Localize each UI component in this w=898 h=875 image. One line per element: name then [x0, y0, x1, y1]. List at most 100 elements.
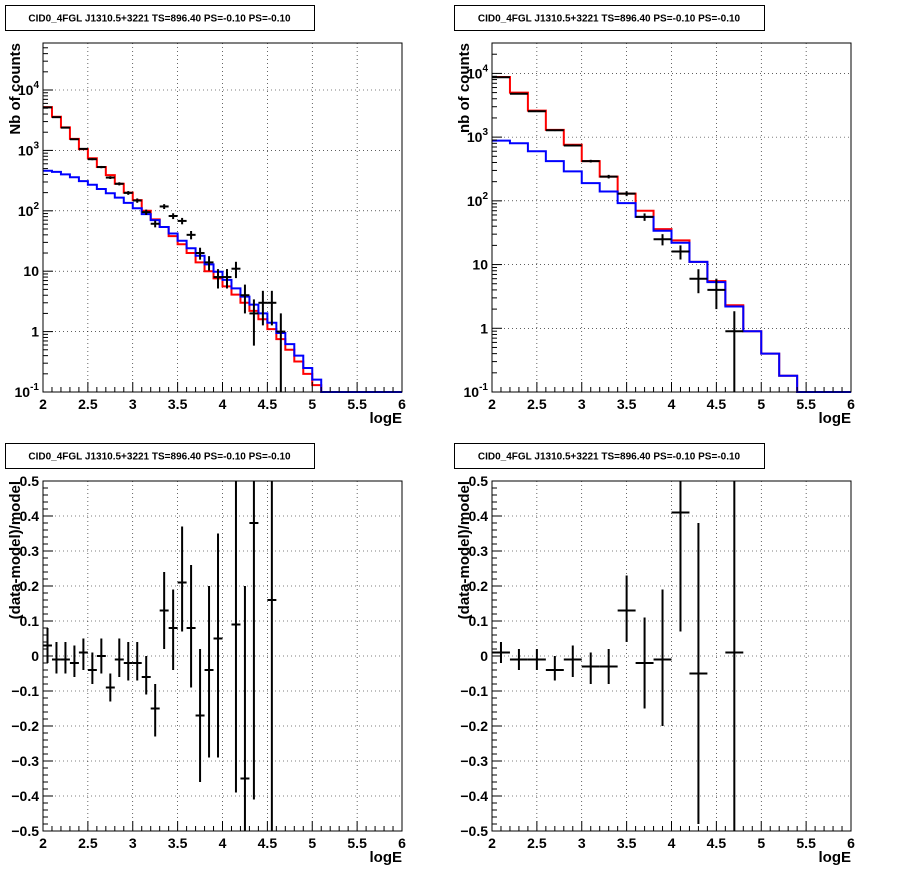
y-tick-label: 10: [23, 263, 39, 279]
x-tick-label: 3: [129, 835, 137, 851]
data-point: [581, 652, 600, 684]
data-point: [195, 247, 205, 260]
y-tick-base: 10: [467, 129, 483, 145]
y-tick-label: −0.2: [460, 718, 488, 734]
x-tick-label: 4.5: [707, 835, 727, 851]
data-point: [635, 617, 654, 709]
y-tick-label: −0.3: [460, 753, 488, 769]
data-point: [186, 230, 196, 240]
y-tick-exponent: 2: [482, 191, 488, 202]
data-points: [492, 481, 744, 831]
y-tick-exponent: -1: [30, 382, 39, 393]
y-tick-base: 10: [467, 65, 483, 81]
x-tick-label: 4: [668, 835, 676, 851]
data-point: [186, 565, 196, 688]
y-tick-base: 10: [18, 142, 34, 158]
x-tick-label: 5.5: [347, 396, 367, 412]
data-point: [105, 673, 115, 702]
x-tick-label: 3.5: [617, 396, 637, 412]
chart-title-box: CID0_4FGL J1310.5+3221 TS=896.40 PS=-0.1…: [5, 5, 315, 31]
y-tick-exponent: 3: [33, 140, 39, 151]
data-point: [204, 256, 214, 271]
data-point: [671, 481, 690, 632]
y-tick-label: 1: [31, 324, 39, 340]
data-point: [105, 176, 115, 179]
x-tick-label: 2: [39, 396, 47, 412]
data-point: [123, 191, 133, 195]
y-tick-label: −0.1: [460, 683, 488, 699]
x-axis-label: logE: [819, 410, 852, 427]
data-point: [689, 269, 708, 294]
data-point: [150, 684, 160, 737]
x-tick-label: 4: [219, 835, 227, 851]
data-point: [96, 165, 106, 169]
data-point: [599, 649, 618, 684]
x-tick-label: 5.5: [796, 396, 816, 412]
x-tick-label: 2: [39, 835, 47, 851]
data-point: [159, 572, 169, 649]
data-point: [492, 642, 510, 663]
data-point: [617, 191, 636, 197]
y-tick-base: 10: [18, 203, 34, 219]
data-point: [141, 656, 151, 695]
x-tick-label: 3: [578, 396, 586, 412]
data-point: [69, 645, 79, 677]
data-point: [60, 126, 70, 129]
data-point: [671, 245, 690, 260]
x-tick-label: 6: [847, 396, 855, 412]
y-tick-label: 0.2: [469, 578, 489, 594]
data-point: [51, 642, 61, 674]
data-point: [509, 92, 528, 95]
series-blue-histogram: [492, 139, 851, 393]
x-tick-label: 3.5: [168, 835, 188, 851]
x-tick-label: 4.5: [258, 835, 278, 851]
data-point: [689, 523, 708, 824]
data-point: [231, 481, 241, 793]
x-tick-label: 6: [398, 835, 406, 851]
y-axis-label: nb of counts: [456, 43, 473, 133]
data-point: [213, 533, 223, 758]
data-point: [177, 526, 187, 632]
x-axis-ticks: 2 2.5 3 3.5 4 4.5 5 5.5 6: [488, 821, 855, 851]
x-tick-label: 4.5: [707, 396, 727, 412]
data-point: [240, 284, 250, 314]
data-point: [78, 638, 88, 670]
y-tick-base: 10: [15, 384, 31, 400]
chart-title-box: CID0_4FGL J1310.5+3221 TS=896.40 PS=-0.1…: [5, 443, 315, 469]
chart-title: CID0_4FGL J1310.5+3221 TS=896.40 PS=-0.1…: [28, 452, 291, 463]
x-axis-label: logE: [819, 849, 852, 866]
data-point: [213, 269, 223, 289]
data-point: [195, 649, 205, 782]
chart-title: CID0_4FGL J1310.5+3221 TS=896.40 PS=-0.1…: [28, 14, 291, 25]
data-point: [141, 209, 151, 215]
y-tick-label: 0: [31, 648, 39, 664]
data-point: [150, 220, 160, 228]
data-point: [222, 269, 232, 289]
y-tick-label: 102: [467, 191, 489, 209]
x-tick-label: 3: [129, 396, 137, 412]
y-tick-label: −0.1: [11, 683, 39, 699]
title-frame: [454, 5, 765, 31]
y-axis-label: (data-model)/model: [456, 481, 473, 619]
y-tick-label: 0.3: [469, 543, 489, 559]
x-axis-label: logE: [370, 849, 403, 866]
data-point: [267, 290, 277, 326]
y-tick-label: −0.5: [460, 823, 488, 839]
data-point: [527, 649, 546, 670]
title-frame: [5, 443, 315, 469]
y-tick-label: 0.4: [469, 508, 489, 524]
data-point: [240, 586, 250, 831]
y-tick-exponent: -1: [479, 382, 488, 393]
x-axis-ticks: 2 2.5 3 3.5 4 4.5 5 5.5 6: [39, 821, 406, 851]
data-point: [168, 213, 178, 220]
data-point: [563, 645, 582, 677]
title-frame: [454, 443, 765, 469]
y-tick-label: −0.4: [460, 788, 488, 804]
x-tick-label: 2.5: [527, 396, 547, 412]
x-tick-label: 2.5: [78, 835, 98, 851]
x-tick-label: 5: [757, 835, 765, 851]
data-point: [168, 589, 178, 670]
x-axis-label: logE: [370, 410, 403, 427]
